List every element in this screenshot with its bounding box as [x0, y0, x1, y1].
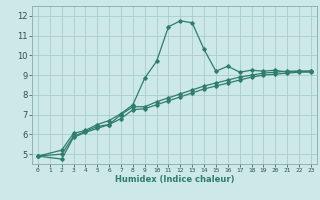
X-axis label: Humidex (Indice chaleur): Humidex (Indice chaleur) — [115, 175, 234, 184]
